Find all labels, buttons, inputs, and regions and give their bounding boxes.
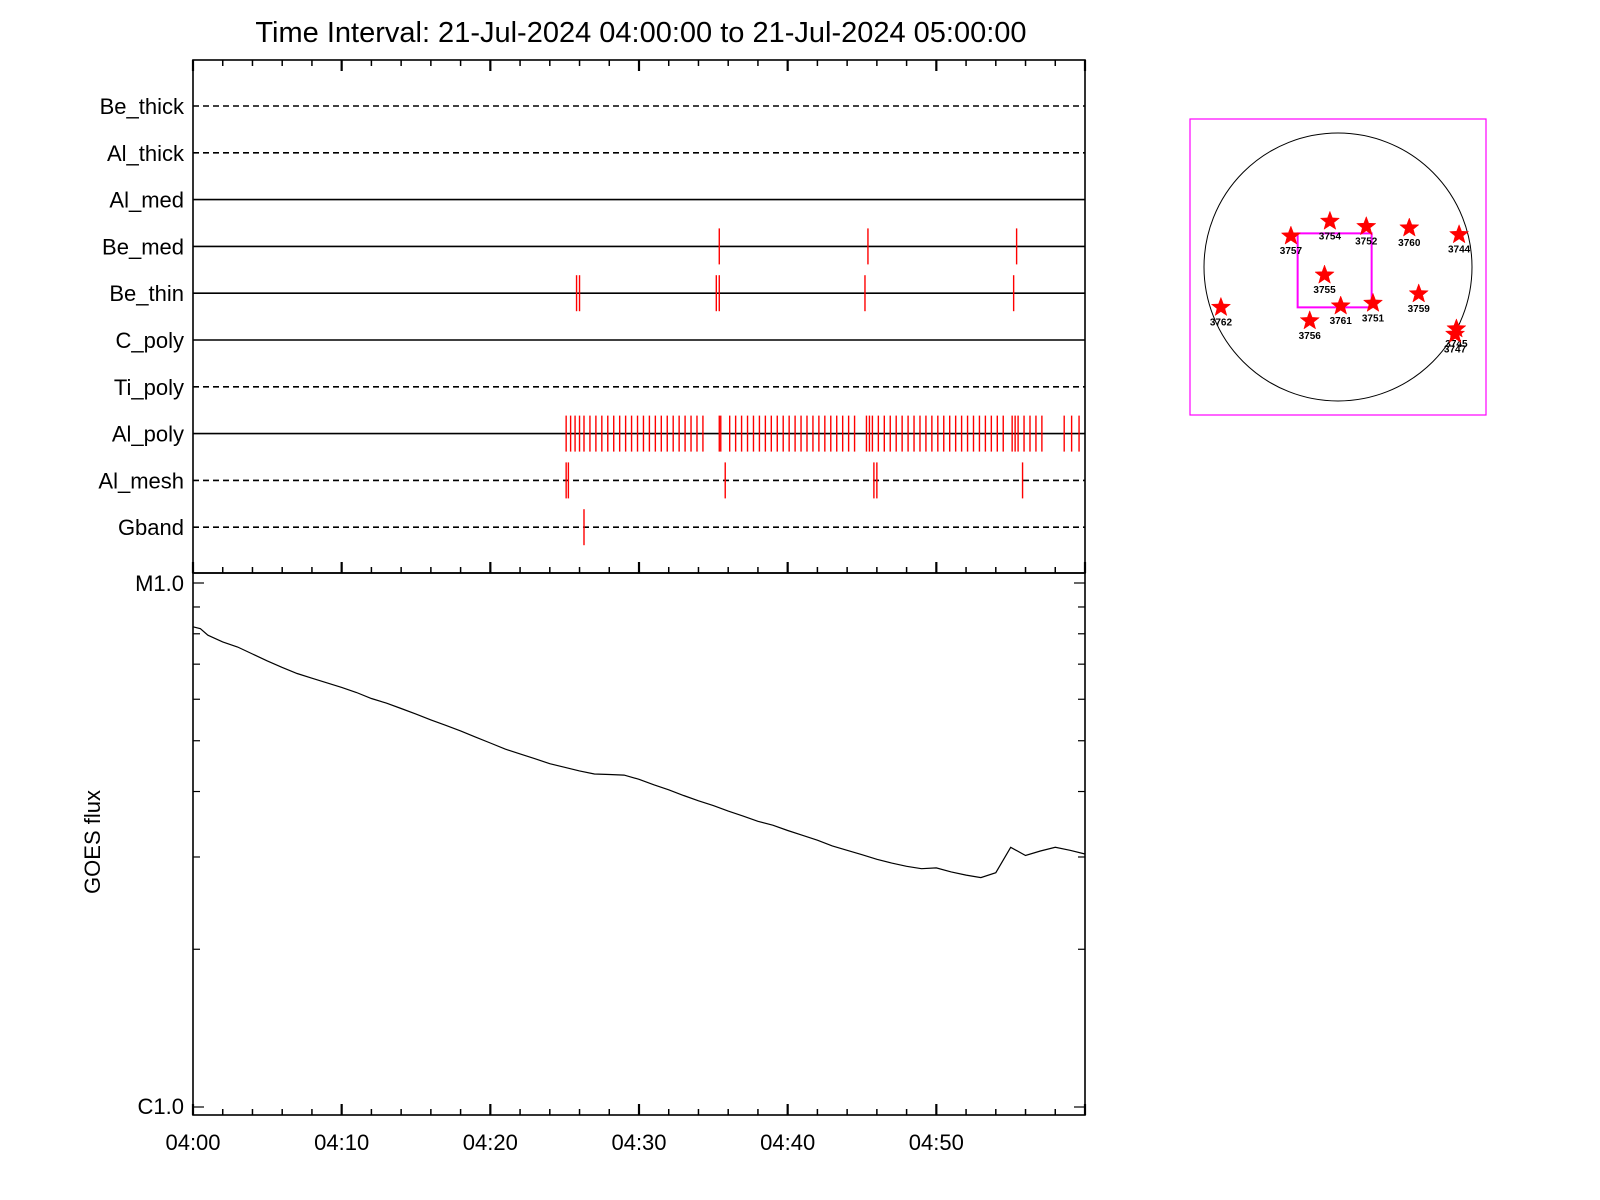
field-of-view-box (1296, 232, 1373, 309)
goes-flux-line (192, 626, 1086, 879)
solar-view-frame (1189, 118, 1487, 416)
active-region-label: 3759 (1408, 304, 1431, 315)
channel-label: Be_thick (100, 94, 185, 119)
active-region-label: 3751 (1362, 313, 1385, 324)
active-region-star (1448, 223, 1470, 244)
x-tick-label: 04:50 (909, 1130, 964, 1155)
active-region-star (1330, 295, 1351, 315)
x-tick-label: 04:10 (314, 1130, 369, 1155)
solar-disk-panel: 3757 3754 3752 3760 3744 3755 3759 3762 3761 3751… (1189, 118, 1487, 416)
channel-label: Ti_poly (114, 375, 184, 400)
channel-label: Al_thick (107, 141, 185, 166)
channel-label: C_poly (116, 328, 184, 353)
x-tick-label: 04:20 (463, 1130, 518, 1155)
active-region-star (1444, 323, 1466, 343)
active-region-label: 3760 (1398, 238, 1421, 249)
x-tick-label: 04:00 (165, 1130, 220, 1155)
active-region-label: 3762 (1210, 317, 1233, 328)
active-region-label: 3752 (1355, 237, 1378, 248)
active-region-label: 3761 (1330, 316, 1353, 327)
active-region-star (1356, 215, 1377, 236)
chart-title: Time Interval: 21-Jul-2024 04:00:00 to 2… (255, 17, 1026, 49)
x-tick-label: 04:40 (760, 1130, 815, 1155)
y-axis-label: GOES flux (80, 790, 105, 894)
active-region-label: 3747 (1444, 344, 1467, 355)
active-region-star (1362, 292, 1384, 312)
channel-label: Al_poly (112, 422, 184, 447)
flux-panel-frame (192, 572, 1086, 1116)
channel-label: Al_mesh (98, 468, 184, 493)
channel-label: Be_med (102, 234, 184, 259)
active-region-label: 3756 (1299, 331, 1322, 342)
x-tick-labels: 04:00 04:10 04:20 04:30 04:40 04:50 (165, 1130, 963, 1155)
x-tick-label: 04:30 (611, 1130, 666, 1155)
solar-limb (1203, 132, 1473, 402)
channel-label: Al_med (109, 188, 184, 213)
active-region-label: 3745 (1445, 339, 1468, 350)
channel-label: Be_thin (109, 281, 184, 306)
active-region-label: 3755 (1313, 285, 1336, 296)
event-panel: Be_thick Al_thick Al_med Be_med Be_thin C_pol… (98, 59, 1087, 574)
active-region-star (1319, 210, 1341, 230)
active-region-label: 3754 (1319, 231, 1342, 242)
active-region-star (1399, 217, 1420, 237)
active-region-star (1210, 296, 1232, 317)
active-region-label: 3757 (1280, 246, 1303, 257)
event-panel-frame (192, 59, 1086, 574)
y-tick-label-bottom: C1.0 (138, 1094, 184, 1119)
y-tick-label-top: M1.0 (135, 571, 184, 596)
goes-flux-panel (191, 572, 1087, 1116)
active-region-star (1299, 310, 1320, 330)
active-region-star (1314, 264, 1335, 284)
active-region-label: 3744 (1448, 245, 1471, 256)
active-region-star (1280, 225, 1302, 245)
active-region-star (1408, 283, 1429, 303)
channel-label: Gband (118, 515, 184, 540)
